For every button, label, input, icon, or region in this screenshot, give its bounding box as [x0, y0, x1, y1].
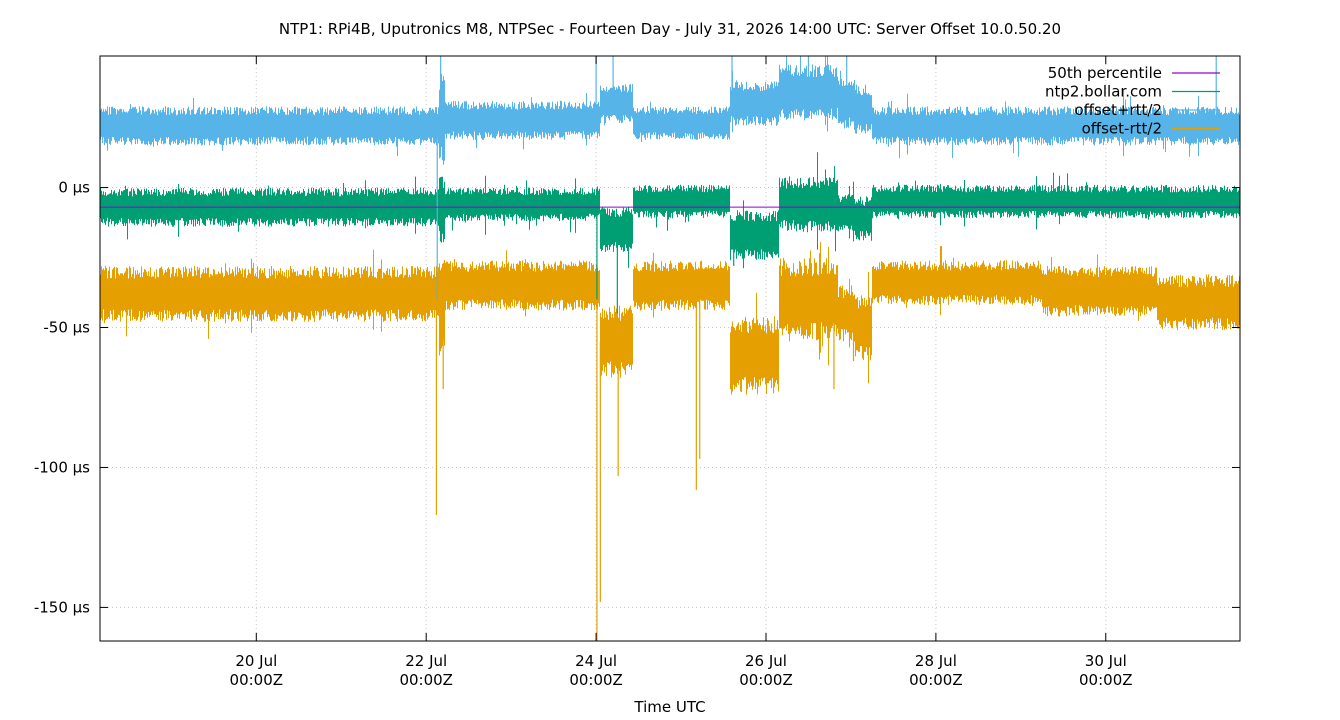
series-band — [100, 242, 1240, 395]
x-tick-label-time: 00:00Z — [1079, 671, 1133, 689]
x-tick-label-time: 00:00Z — [909, 671, 963, 689]
legend-entry: offset+rtt/2 — [1074, 101, 1220, 119]
grid-lines — [100, 56, 1240, 641]
x-tick-label-date: 24 Jul — [575, 652, 617, 670]
y-tick-label: 0 µs — [58, 179, 90, 197]
x-tick-label-date: 30 Jul — [1085, 652, 1127, 670]
legend: 50th percentilentp2.bollar.comoffset+rtt… — [1045, 64, 1220, 138]
y-tick-label: -150 µs — [34, 598, 90, 616]
series-offset-rtt-2 — [100, 242, 1240, 641]
x-tick-label-date: 20 Jul — [235, 652, 277, 670]
legend-label: ntp2.bollar.com — [1045, 83, 1162, 101]
legend-entry: offset-rtt/2 — [1082, 120, 1220, 138]
x-tick-label-date: 28 Jul — [915, 652, 957, 670]
series-offset-rtt-2 — [100, 56, 1240, 300]
y-tick-label: -100 µs — [34, 458, 90, 476]
legend-entry: ntp2.bollar.com — [1045, 83, 1220, 101]
chart-title: NTP1: RPi4B, Uputronics M8, NTPSec - Fou… — [279, 20, 1061, 38]
series-band — [100, 152, 1240, 269]
legend-label: offset+rtt/2 — [1074, 101, 1162, 119]
x-tick-label-time: 00:00Z — [399, 671, 453, 689]
plot-frame — [99, 55, 1241, 642]
legend-label: 50th percentile — [1048, 64, 1162, 82]
x-tick-label-time: 00:00Z — [230, 671, 284, 689]
x-axis-label: Time UTC — [633, 698, 705, 716]
y-tick-label: -50 µs — [43, 319, 90, 337]
legend-entry: 50th percentile — [1048, 64, 1220, 82]
x-tick-label-date: 26 Jul — [745, 652, 787, 670]
legend-label: offset-rtt/2 — [1082, 120, 1162, 138]
x-tick-label-date: 22 Jul — [405, 652, 447, 670]
x-tick-label-time: 00:00Z — [739, 671, 793, 689]
x-tick-label-time: 00:00Z — [569, 671, 623, 689]
series-layer — [100, 56, 1240, 641]
